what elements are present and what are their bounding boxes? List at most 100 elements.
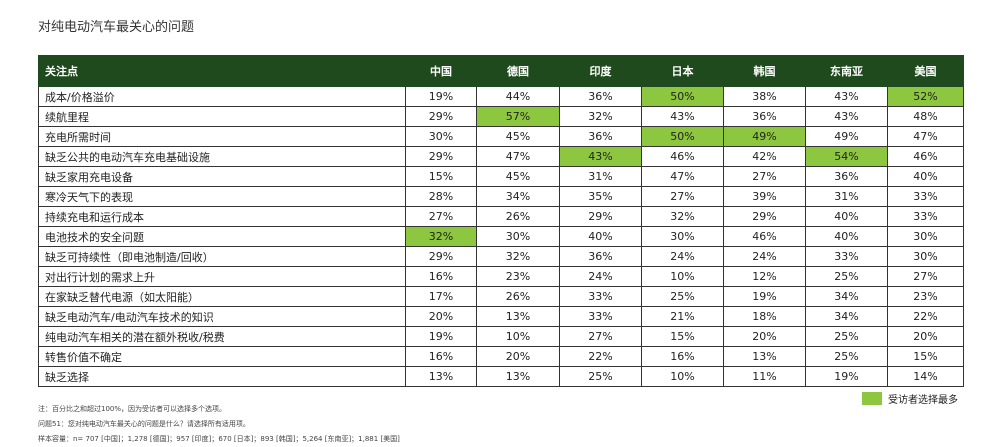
value-cell: 19%: [805, 366, 888, 387]
value-cell: 40%: [559, 226, 642, 247]
value-cell: 26%: [476, 286, 560, 307]
value-cell: 39%: [723, 186, 806, 207]
value-cell: 24%: [559, 266, 642, 287]
value-cell: 19%: [405, 86, 477, 107]
value-cell: 17%: [405, 286, 477, 307]
row-label: 成本/价格溢价: [38, 86, 406, 107]
value-cell: 26%: [476, 206, 560, 227]
value-cell: 15%: [887, 346, 964, 367]
value-cell: 52%: [887, 86, 964, 107]
value-cell: 47%: [887, 126, 964, 147]
value-cell: 29%: [405, 246, 477, 267]
value-cell: 12%: [723, 266, 806, 287]
table-row: 在家缺乏替代电源（如太阳能） 17% 26% 33% 25% 19% 34% 23%: [38, 286, 964, 307]
value-cell: 16%: [641, 346, 724, 367]
notes: 注：百分比之和超过100%，因为受访者可以选择多个选项。问题51：您对纯电动汽车…: [38, 402, 400, 447]
value-cell: 50%: [641, 86, 724, 107]
table-body: 成本/价格溢价 19% 44% 36% 50% 38% 43% 52% 续航里程 29% 57% 32…: [38, 86, 964, 387]
value-cell: 25%: [559, 366, 642, 387]
row-label: 对出行计划的需求上升: [38, 266, 406, 287]
header-cell: 德国: [476, 55, 560, 87]
note: 样本容量：n= 707 [中国]；1,278 [德国]；957 [印度]；670…: [38, 435, 400, 443]
row-label: 寒冷天气下的表现: [38, 186, 406, 207]
row-label: 纯电动汽车相关的潜在额外税收/税费: [38, 326, 406, 347]
value-cell: 31%: [805, 186, 888, 207]
value-cell: 48%: [887, 106, 964, 127]
value-cell: 34%: [476, 186, 560, 207]
value-cell: 15%: [641, 326, 724, 347]
table-row: 电池技术的安全问题 32% 30% 40% 30% 46% 40% 30%: [38, 226, 964, 247]
value-cell: 36%: [559, 126, 642, 147]
value-cell: 50%: [641, 126, 724, 147]
value-cell: 10%: [476, 326, 560, 347]
row-label: 持续充电和运行成本: [38, 206, 406, 227]
table-row: 纯电动汽车相关的潜在额外税收/税费 19% 10% 27% 15% 20% 25% 20%: [38, 326, 964, 347]
value-cell: 27%: [559, 326, 642, 347]
value-cell: 38%: [723, 86, 806, 107]
value-cell: 33%: [559, 286, 642, 307]
value-cell: 33%: [887, 206, 964, 227]
value-cell: 46%: [641, 146, 724, 167]
value-cell: 42%: [723, 146, 806, 167]
value-cell: 29%: [559, 206, 642, 227]
header-cell: 美国: [887, 55, 964, 87]
value-cell: 27%: [723, 166, 806, 187]
header-cell: 韩国: [723, 55, 806, 87]
row-label: 缺乏可持续性（即电池制造/回收）: [38, 246, 406, 267]
value-cell: 32%: [641, 206, 724, 227]
value-cell: 33%: [887, 186, 964, 207]
table: 关注点 中国 德国 印度 日本 韩国 东南亚 美国 成本/价格溢价 19% 44% 36% 50% 38…: [38, 55, 964, 387]
table-row: 寒冷天气下的表现 28% 34% 35% 27% 39% 31% 33%: [38, 186, 964, 207]
value-cell: 20%: [887, 326, 964, 347]
value-cell: 20%: [405, 306, 477, 327]
value-cell: 43%: [805, 106, 888, 127]
value-cell: 24%: [641, 246, 724, 267]
row-label: 转售价值不确定: [38, 346, 406, 367]
value-cell: 54%: [805, 146, 888, 167]
value-cell: 32%: [476, 246, 560, 267]
value-cell: 19%: [723, 286, 806, 307]
value-cell: 11%: [723, 366, 806, 387]
header-cell: 印度: [559, 55, 642, 87]
value-cell: 30%: [887, 226, 964, 247]
value-cell: 20%: [476, 346, 560, 367]
table-row: 缺乏公共的电动汽车充电基础设施 29% 47% 43% 46% 42% 54% 46%: [38, 146, 964, 167]
table-row: 对出行计划的需求上升 16% 23% 24% 10% 12% 25% 27%: [38, 266, 964, 287]
value-cell: 46%: [887, 146, 964, 167]
legend-swatch: [862, 392, 882, 405]
row-label: 在家缺乏替代电源（如太阳能）: [38, 286, 406, 307]
header-cell: 东南亚: [805, 55, 888, 87]
row-label: 充电所需时间: [38, 126, 406, 147]
value-cell: 22%: [887, 306, 964, 327]
value-cell: 14%: [887, 366, 964, 387]
row-label: 缺乏家用充电设备: [38, 166, 406, 187]
value-cell: 33%: [805, 246, 888, 267]
value-cell: 15%: [405, 166, 477, 187]
note: 注：百分比之和超过100%，因为受访者可以选择多个选项。: [38, 405, 227, 413]
table-row: 充电所需时间 30% 45% 36% 50% 49% 49% 47%: [38, 126, 964, 147]
value-cell: 27%: [887, 266, 964, 287]
header-row: 关注点 中国 德国 印度 日本 韩国 东南亚 美国: [38, 55, 964, 87]
header-cell: 关注点: [38, 55, 406, 87]
value-cell: 43%: [805, 86, 888, 107]
table-row: 转售价值不确定 16% 20% 22% 16% 13% 25% 15%: [38, 346, 964, 367]
value-cell: 25%: [805, 326, 888, 347]
value-cell: 25%: [805, 346, 888, 367]
row-label: 缺乏电动汽车/电动汽车技术的知识: [38, 306, 406, 327]
value-cell: 40%: [887, 166, 964, 187]
value-cell: 25%: [805, 266, 888, 287]
value-cell: 36%: [559, 246, 642, 267]
value-cell: 32%: [559, 106, 642, 127]
value-cell: 45%: [476, 126, 560, 147]
value-cell: 36%: [805, 166, 888, 187]
value-cell: 45%: [476, 166, 560, 187]
value-cell: 30%: [887, 246, 964, 267]
value-cell: 21%: [641, 306, 724, 327]
value-cell: 36%: [723, 106, 806, 127]
value-cell: 36%: [559, 86, 642, 107]
value-cell: 16%: [405, 346, 477, 367]
value-cell: 19%: [405, 326, 477, 347]
note: 问题51：您对纯电动汽车最关心的问题是什么？请选择所有适用项。: [38, 420, 250, 428]
value-cell: 30%: [405, 126, 477, 147]
